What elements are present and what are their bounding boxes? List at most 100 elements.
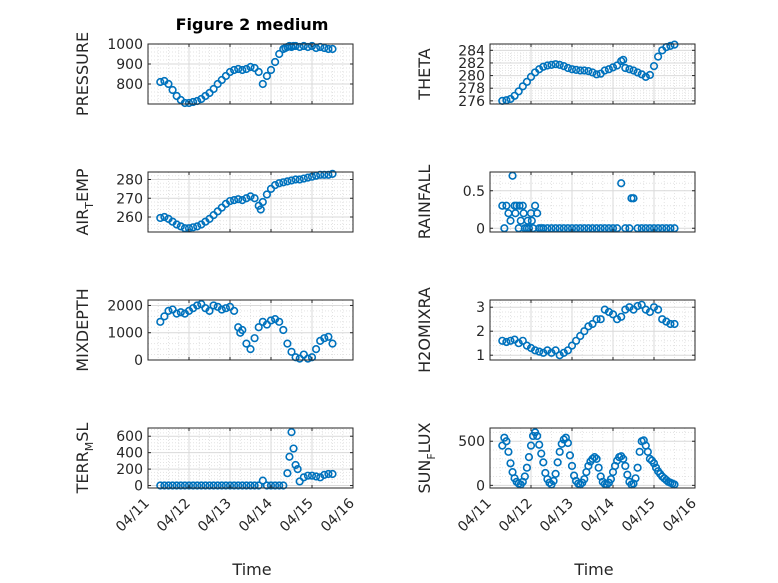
data-point: [555, 60, 564, 69]
data-point: [596, 315, 605, 324]
data-point: [619, 55, 628, 64]
data-point: [633, 301, 642, 311]
data-point: [617, 312, 626, 321]
grid: [489, 300, 696, 361]
data-point: [612, 61, 622, 70]
data-point: [271, 57, 280, 67]
data-point: [246, 62, 255, 72]
data-point: [506, 336, 515, 345]
data-point: [506, 216, 515, 225]
data-point: [649, 459, 659, 468]
data-point: [312, 472, 321, 481]
data-point: [533, 209, 542, 218]
axes-box: [147, 299, 354, 361]
y-tick-label: 278: [458, 81, 485, 97]
y-tick-label: 1000: [107, 37, 143, 53]
data-point: [563, 346, 573, 355]
y-tick-label: 200: [116, 462, 143, 478]
data-point: [324, 44, 333, 54]
data-point: [580, 66, 589, 75]
data-point: [283, 469, 292, 478]
y-tick-label: 1000: [107, 326, 143, 342]
data-point: [526, 441, 536, 450]
data-point: [230, 65, 239, 75]
data-point: [287, 347, 296, 356]
data-point: [547, 348, 556, 357]
data-point: [234, 195, 243, 204]
data-point: [662, 317, 671, 326]
data-point: [530, 201, 540, 210]
data-point: [303, 354, 313, 363]
data-point: [225, 196, 235, 206]
subplot-4: 0 0.5 RAINFALL: [415, 165, 696, 240]
data-point: [645, 307, 655, 317]
data-point: [279, 178, 288, 187]
data-point: [258, 197, 267, 207]
data-point: [184, 98, 194, 108]
y-tick-label: 0: [134, 479, 143, 495]
data-point: [625, 303, 634, 312]
data-point: [545, 478, 554, 487]
data-point: [295, 175, 304, 184]
data-point: [189, 97, 198, 107]
data-point: [250, 334, 259, 343]
data-point: [197, 299, 206, 309]
data-point: [238, 325, 247, 335]
data-point: [608, 63, 618, 72]
data-point: [670, 40, 679, 49]
data-point: [328, 169, 337, 178]
data-point: [635, 447, 644, 456]
data-point: [559, 62, 568, 71]
data-point: [641, 305, 650, 314]
data-point: [225, 481, 235, 490]
y-tick-label: 282: [458, 56, 485, 72]
y-axis-label: MIXDEPTH: [73, 288, 92, 371]
data-point: [193, 481, 202, 490]
data-point: [258, 476, 267, 485]
series-points: [156, 299, 337, 363]
data-point: [238, 65, 247, 75]
y-axis-label: H2OMIXRA: [415, 287, 434, 373]
data-point: [514, 87, 523, 96]
data-point: [328, 339, 337, 348]
data-point: [645, 454, 655, 463]
data-point: [176, 481, 185, 490]
data-point: [592, 315, 601, 324]
data-point: [242, 194, 251, 203]
axes-box: [147, 43, 354, 105]
data-point: [258, 79, 267, 89]
data-point: [250, 481, 259, 490]
data-point: [328, 44, 337, 54]
data-point: [189, 223, 198, 232]
data-point: [653, 305, 663, 314]
data-point: [242, 481, 251, 490]
data-point: [289, 444, 298, 453]
axes-box: [489, 427, 696, 489]
y-tick-label: 2000: [107, 298, 143, 314]
data-point: [238, 481, 247, 490]
data-point: [535, 347, 544, 356]
data-point: [567, 65, 577, 74]
data-point: [293, 465, 302, 474]
data-point: [266, 481, 276, 490]
x-axis-label-left: Time: [231, 560, 271, 579]
data-point: [266, 65, 276, 75]
data-point: [625, 65, 634, 74]
data-point: [254, 67, 263, 77]
y-tick-label: 0.5: [463, 184, 485, 200]
data-point: [291, 175, 300, 184]
data-point: [559, 348, 568, 357]
data-point: [498, 441, 507, 450]
data-point: [275, 179, 284, 188]
data-point: [156, 213, 165, 223]
data-point: [547, 60, 556, 69]
y-axis-label: RAINFALL: [415, 165, 434, 240]
data-point: [666, 319, 675, 329]
data-point: [514, 339, 523, 348]
data-point: [303, 173, 313, 182]
data-point: [551, 346, 560, 355]
data-point: [164, 306, 173, 316]
y-tick-label: 276: [458, 94, 485, 110]
